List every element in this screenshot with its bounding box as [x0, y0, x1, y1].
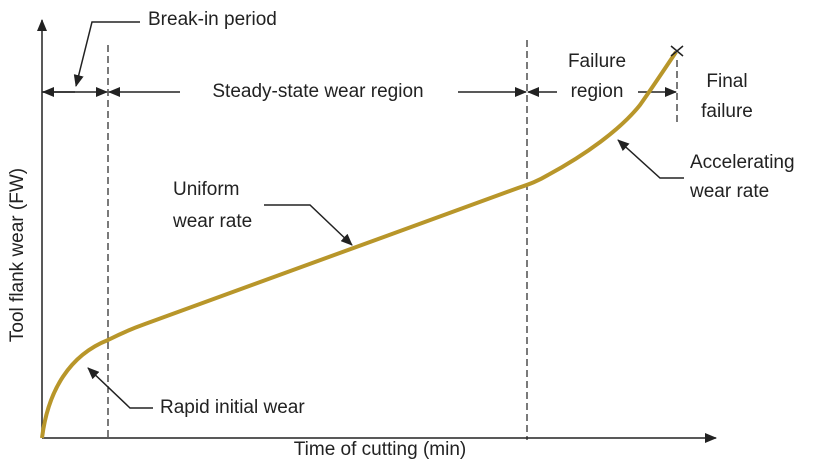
- annotation: Rapid initial wear: [160, 397, 305, 418]
- failure-mark: [670, 45, 684, 57]
- leader: [87, 367, 153, 409]
- wear-curve: [40, 50, 678, 439]
- leader: [264, 204, 353, 246]
- region-label: Break-in period: [148, 9, 277, 30]
- region-label: region: [571, 81, 624, 102]
- region-label: Failure: [568, 51, 626, 72]
- x-axis-label: Time of cutting (min): [294, 439, 466, 459]
- annotation: Uniform: [173, 179, 240, 200]
- annotation: wear rate: [689, 181, 769, 202]
- region-label: Final: [706, 71, 747, 92]
- region-label: failure: [701, 101, 753, 122]
- annotation: wear rate: [172, 211, 252, 232]
- region-label: Steady-state wear region: [212, 81, 423, 102]
- y-axis-label: Tool flank wear (FW): [7, 168, 28, 342]
- leader: [73, 21, 140, 87]
- annotation: Accelerating: [690, 152, 795, 173]
- leader: [617, 139, 684, 179]
